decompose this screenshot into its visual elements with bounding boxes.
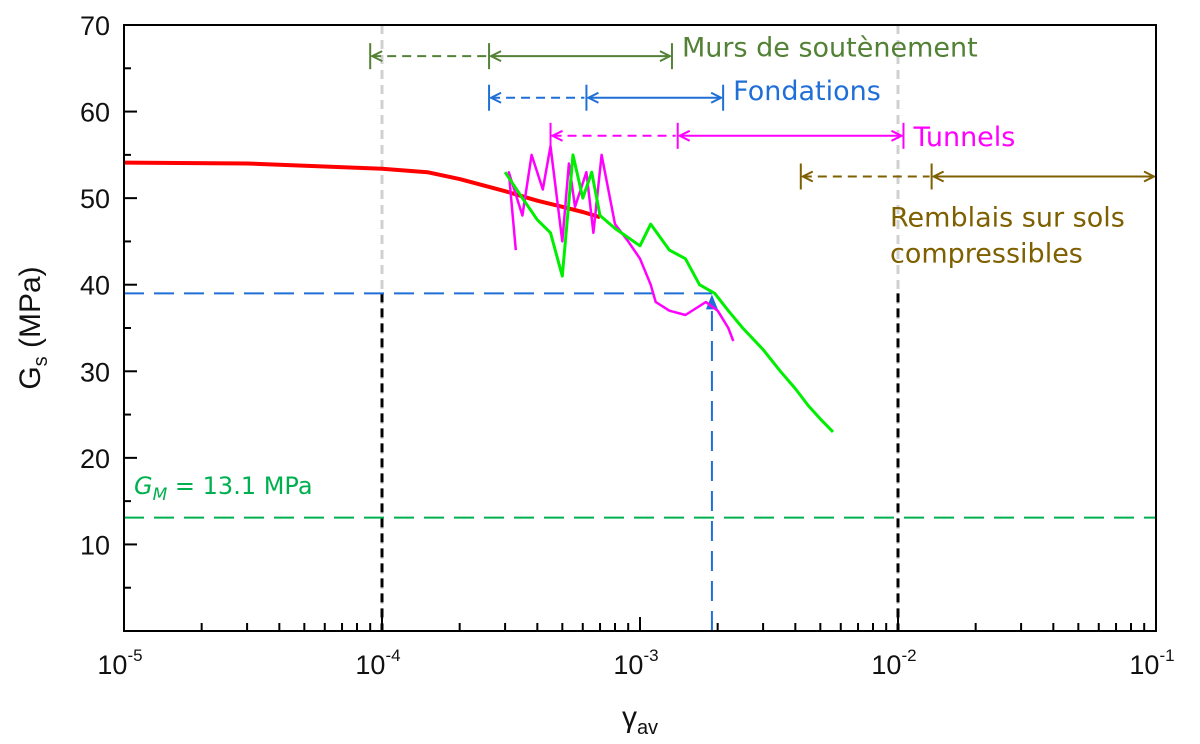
range-arrow-left-3: [800, 170, 814, 183]
tick-labels: 10-5 10-4 10-3 10-2 10-1 10 20 30 40 50 60 70: [80, 11, 1175, 680]
x-tick-label-1: 10-4: [355, 646, 400, 680]
range-arrow-right-0: [659, 50, 673, 63]
plot-frame: [123, 24, 1157, 632]
y-tick-label-4: 50: [80, 184, 110, 214]
reference-lines: [124, 25, 1156, 631]
range-label2-3: compressibles: [890, 239, 1083, 270]
series-layer: [123, 144, 835, 433]
range-arrow-left-1: [488, 91, 502, 104]
y-tick-label-0: 10: [80, 530, 110, 560]
x-tick-label-0: 10-5: [97, 646, 142, 680]
range-arrow-right-1: [710, 91, 724, 104]
range-arrow-left-2: [550, 129, 563, 142]
ticks: [123, 24, 1157, 632]
y-tick-label-3: 40: [80, 271, 110, 301]
range-arrow-right-3: [1143, 170, 1157, 183]
x-axis-title: γav: [622, 701, 658, 739]
y-tick-label-6: 70: [80, 11, 110, 41]
axes: [123, 24, 1157, 632]
application-ranges: Murs de soutènement Fondations Tunnels Remb…: [369, 33, 1157, 270]
series-line-0: [123, 160, 601, 220]
y-tick-label-2: 30: [80, 357, 110, 387]
gm-label: GM = 13.1 MPa: [134, 472, 313, 505]
y-tick-label-1: 20: [80, 444, 110, 474]
range-label-2: Tunnels: [912, 122, 1015, 153]
range-label-0: Murs de soutènement: [682, 33, 978, 64]
y-axis-title: Gs (MPa): [14, 266, 52, 389]
x-tick-label-3: 10-2: [871, 646, 916, 680]
range-label-1: Fondations: [733, 76, 881, 107]
series-line-2: [503, 153, 835, 433]
y-tick-label-5: 60: [80, 98, 110, 128]
range-arrow-right-2: [891, 129, 904, 142]
range-arrow-left-0: [369, 50, 383, 63]
range-label-3: Remblais sur sols: [890, 202, 1125, 233]
x-tick-label-4: 10-1: [1129, 646, 1174, 680]
series-line-1: [507, 144, 735, 342]
x-tick-label-2: 10-3: [613, 646, 658, 680]
